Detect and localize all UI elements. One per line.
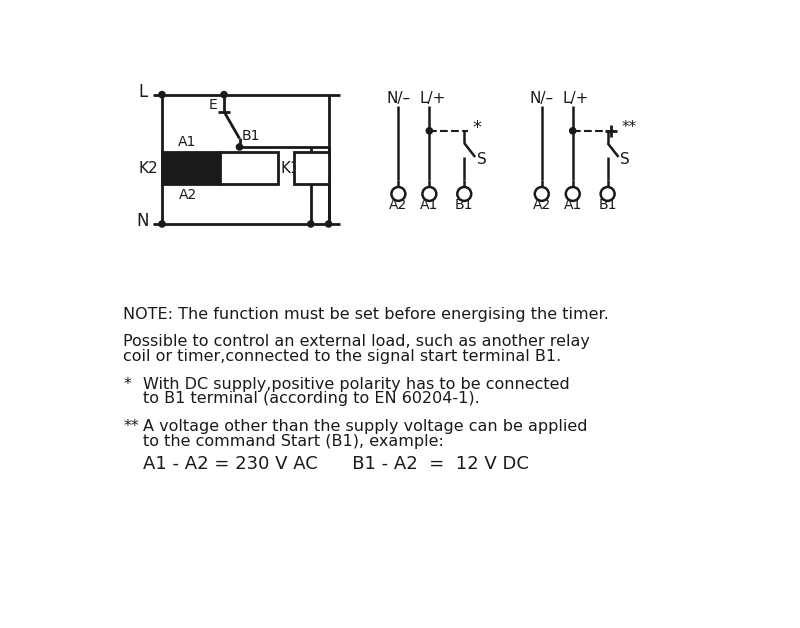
- Text: Possible to control an external load, such as another relay: Possible to control an external load, su…: [123, 335, 590, 349]
- Circle shape: [534, 187, 549, 201]
- Circle shape: [566, 187, 580, 201]
- Circle shape: [426, 127, 433, 134]
- Circle shape: [458, 187, 471, 201]
- Text: B1: B1: [455, 198, 474, 212]
- Bar: [220, 153, 278, 184]
- Text: L/+: L/+: [419, 91, 446, 106]
- Text: A2: A2: [390, 198, 407, 212]
- Text: B1: B1: [598, 198, 617, 212]
- Text: L/+: L/+: [562, 91, 589, 106]
- Text: A voltage other than the supply voltage can be applied: A voltage other than the supply voltage …: [142, 419, 587, 434]
- Circle shape: [159, 92, 165, 98]
- Text: to B1 terminal (according to EN 60204-1).: to B1 terminal (according to EN 60204-1)…: [142, 391, 479, 406]
- Circle shape: [422, 187, 436, 201]
- Text: A1: A1: [563, 198, 582, 212]
- Circle shape: [570, 127, 576, 134]
- Text: A2: A2: [533, 198, 551, 212]
- Bar: [294, 153, 329, 184]
- Text: B1: B1: [242, 129, 260, 143]
- Bar: [162, 153, 220, 184]
- Text: **: **: [622, 120, 637, 135]
- Text: A2: A2: [178, 188, 197, 202]
- Text: A1 - A2 = 230 V AC      B1 - A2  =  12 V DC: A1 - A2 = 230 V AC B1 - A2 = 12 V DC: [142, 455, 529, 473]
- Text: N/–: N/–: [386, 91, 410, 106]
- Text: N/–: N/–: [530, 91, 554, 106]
- Circle shape: [391, 187, 406, 201]
- Text: S: S: [620, 152, 630, 167]
- Circle shape: [601, 187, 614, 201]
- Text: A1: A1: [178, 134, 197, 149]
- Text: L: L: [138, 82, 147, 100]
- Circle shape: [237, 144, 242, 150]
- Circle shape: [221, 92, 227, 98]
- Text: NOTE: The function must be set before energising the timer.: NOTE: The function must be set before en…: [123, 306, 609, 322]
- Text: *: *: [123, 377, 131, 392]
- Text: N: N: [136, 212, 149, 230]
- Text: S: S: [477, 152, 486, 167]
- Text: coil or timer,connected to the signal start terminal B1.: coil or timer,connected to the signal st…: [123, 349, 562, 364]
- Text: With DC supply,positive polarity has to be connected: With DC supply,positive polarity has to …: [142, 377, 570, 392]
- Circle shape: [159, 221, 165, 227]
- Text: E: E: [209, 99, 218, 112]
- Text: A1: A1: [420, 198, 438, 212]
- Text: to the command Start (B1), example:: to the command Start (B1), example:: [142, 434, 443, 449]
- Circle shape: [326, 221, 332, 227]
- Circle shape: [308, 221, 314, 227]
- Text: *: *: [472, 119, 481, 137]
- Text: K2: K2: [138, 161, 158, 176]
- Text: K1: K1: [281, 161, 301, 176]
- Text: **: **: [123, 419, 139, 434]
